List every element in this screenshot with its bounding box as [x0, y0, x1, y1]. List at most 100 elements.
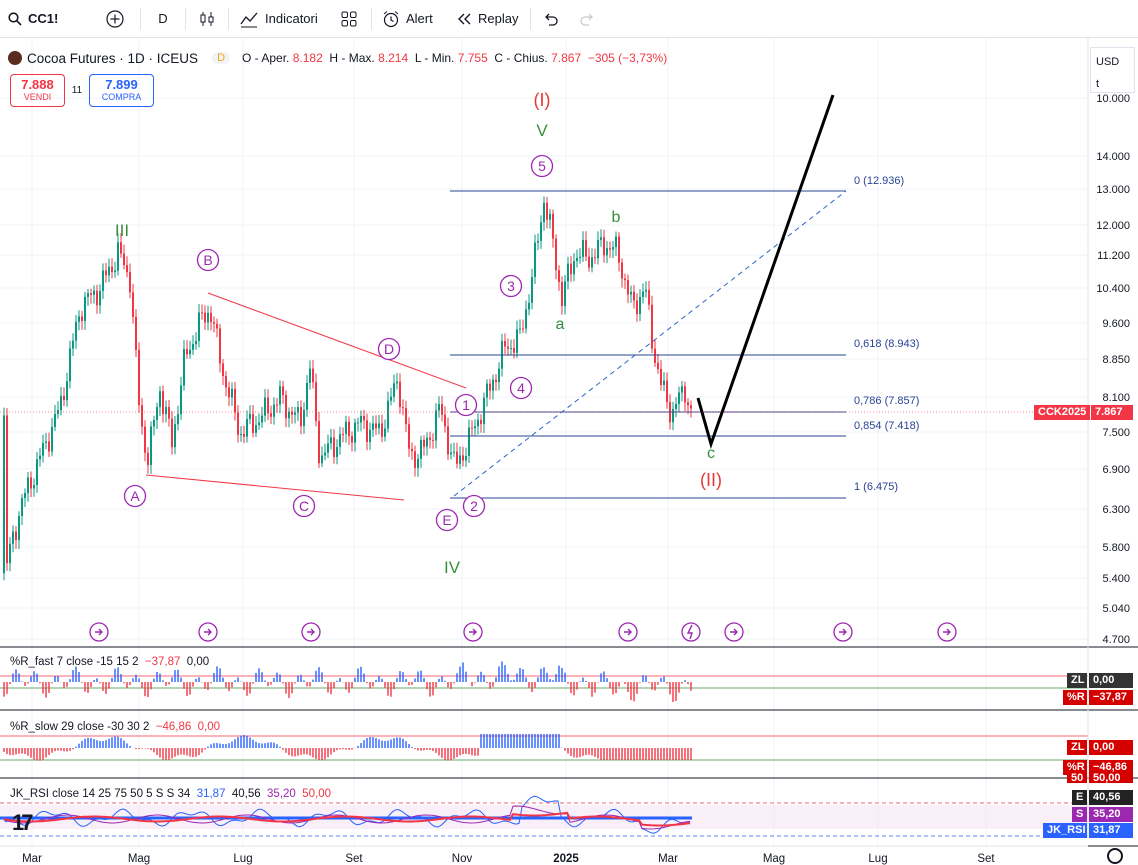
candle-body [123, 253, 125, 266]
dividend-event-icon[interactable] [833, 622, 853, 642]
wave-circle-D: D [377, 337, 401, 361]
candle-body [690, 405, 692, 409]
templates-button[interactable] [329, 0, 369, 38]
candle-body [516, 329, 518, 353]
candle-body [279, 386, 281, 405]
price-axis-tick: 9.600 [1102, 318, 1130, 330]
settings-gear-icon[interactable] [1107, 848, 1123, 864]
price-axis-tick: 8.850 [1102, 354, 1130, 366]
candle-body [456, 451, 458, 464]
rsi-line-tag: JK_RSI [1043, 823, 1087, 838]
candle-body [243, 434, 245, 437]
candle-body [417, 458, 419, 468]
svg-text:3: 3 [507, 278, 515, 294]
interval-button[interactable]: D [158, 11, 168, 26]
trade-panel: 7.888 VENDI 11 7.899 COMPRA [10, 74, 154, 107]
dividend-event-icon[interactable] [89, 622, 109, 642]
candle-body [411, 448, 413, 452]
dividend-event-icon[interactable] [724, 622, 744, 642]
candle-body [630, 291, 632, 295]
candle-body [645, 289, 647, 292]
candle-body [231, 388, 233, 398]
candle-body [213, 322, 215, 324]
alert-label: Alert [406, 11, 433, 26]
price-axis-tick: 4.700 [1102, 634, 1130, 646]
candle-body [651, 304, 653, 349]
redo-button[interactable] [569, 0, 605, 38]
top-toolbar: CC1! D Indicatori Alert Replay [0, 0, 1138, 38]
price-axis-tick: 8.100 [1102, 392, 1130, 404]
price-axis-tick: 5.040 [1102, 603, 1130, 615]
delay-badge[interactable]: D [212, 52, 231, 64]
time-axis-tick: Mag [128, 853, 150, 865]
candle-body [240, 434, 242, 436]
svg-text:5: 5 [538, 158, 546, 174]
buy-button[interactable]: 7.899 COMPRA [89, 74, 154, 107]
candle-body [678, 392, 680, 404]
divider [530, 7, 531, 30]
wave-circle-w5: 5 [530, 154, 554, 178]
rfast-r-value: −37,87 [1089, 690, 1133, 705]
candle-body [201, 312, 203, 314]
candle-body [24, 492, 26, 499]
svg-text:E: E [442, 512, 451, 528]
candle-body [189, 349, 191, 355]
compare-button[interactable] [92, 0, 138, 38]
indicators-button[interactable]: Indicatori [231, 0, 329, 38]
candle-body [60, 395, 62, 411]
candle-body [513, 347, 515, 353]
last-price-tag: 7.867 [1091, 405, 1133, 420]
candle-body [312, 368, 314, 383]
undo-button[interactable] [533, 0, 569, 38]
candle-body [75, 321, 77, 341]
candle-body [9, 543, 11, 564]
wave-circle-A: A [123, 484, 147, 508]
candle-body [354, 422, 356, 443]
candle-body [342, 434, 344, 436]
replay-button[interactable]: Replay [448, 0, 528, 38]
candle-body [297, 407, 299, 413]
wave-circle-E: E [435, 508, 459, 532]
dividend-event-icon[interactable] [198, 622, 218, 642]
candle-body [366, 420, 368, 443]
candle-body [168, 406, 170, 419]
divider [228, 7, 229, 30]
tradingview-logo-icon[interactable]: 17 [12, 810, 34, 835]
alert-button[interactable]: Alert [374, 0, 448, 38]
candle-body [111, 266, 113, 273]
candle-body [6, 415, 8, 564]
price-chart[interactable]: 0 (12.936) 0,618 (8.943) 0,786 (7.857) 0… [0, 38, 1138, 865]
symbol-search[interactable]: CC1! [0, 0, 92, 38]
candle-body [144, 426, 146, 453]
candle-body [276, 404, 278, 406]
candle-body [306, 382, 308, 410]
price-axis-tick: 5.400 [1102, 573, 1130, 585]
chart-type-button[interactable] [188, 0, 226, 38]
candle-body [69, 348, 71, 382]
dividend-event-icon[interactable] [618, 622, 638, 642]
candle-body [426, 437, 428, 447]
candle-body [681, 386, 683, 393]
rsi-line-value: 31,87 [1089, 823, 1133, 838]
fib-labels: 0 (12.936) 0,618 (8.943) 0,786 (7.857) 0… [854, 175, 919, 493]
price-axis-tick: 10.000 [1096, 93, 1130, 105]
candle-body [207, 312, 209, 323]
candle-body [51, 426, 53, 452]
time-axis-tick: Mar [658, 853, 678, 865]
chart-legend: Cocoa Futures · 1D · ICEUS D O - Aper. 8… [8, 48, 667, 68]
candle-body [639, 296, 641, 315]
candle-body [378, 423, 380, 429]
dividend-event-icon[interactable] [463, 622, 483, 642]
currency-selector[interactable]: USD t [1090, 47, 1135, 93]
candle-body [576, 257, 578, 262]
price-axis-tick: 11.200 [1097, 250, 1130, 262]
dividend-event-icon[interactable] [937, 622, 957, 642]
dividend-event-icon[interactable] [301, 622, 321, 642]
candle-body [315, 382, 317, 422]
wave-circle-B: B [196, 248, 220, 272]
candle-body [225, 376, 227, 388]
rslow-r-tag: %R [1063, 760, 1087, 775]
sell-button[interactable]: 7.888 VENDI [10, 74, 65, 107]
lightning-event-icon[interactable] [681, 622, 701, 642]
candle-body [657, 362, 659, 369]
